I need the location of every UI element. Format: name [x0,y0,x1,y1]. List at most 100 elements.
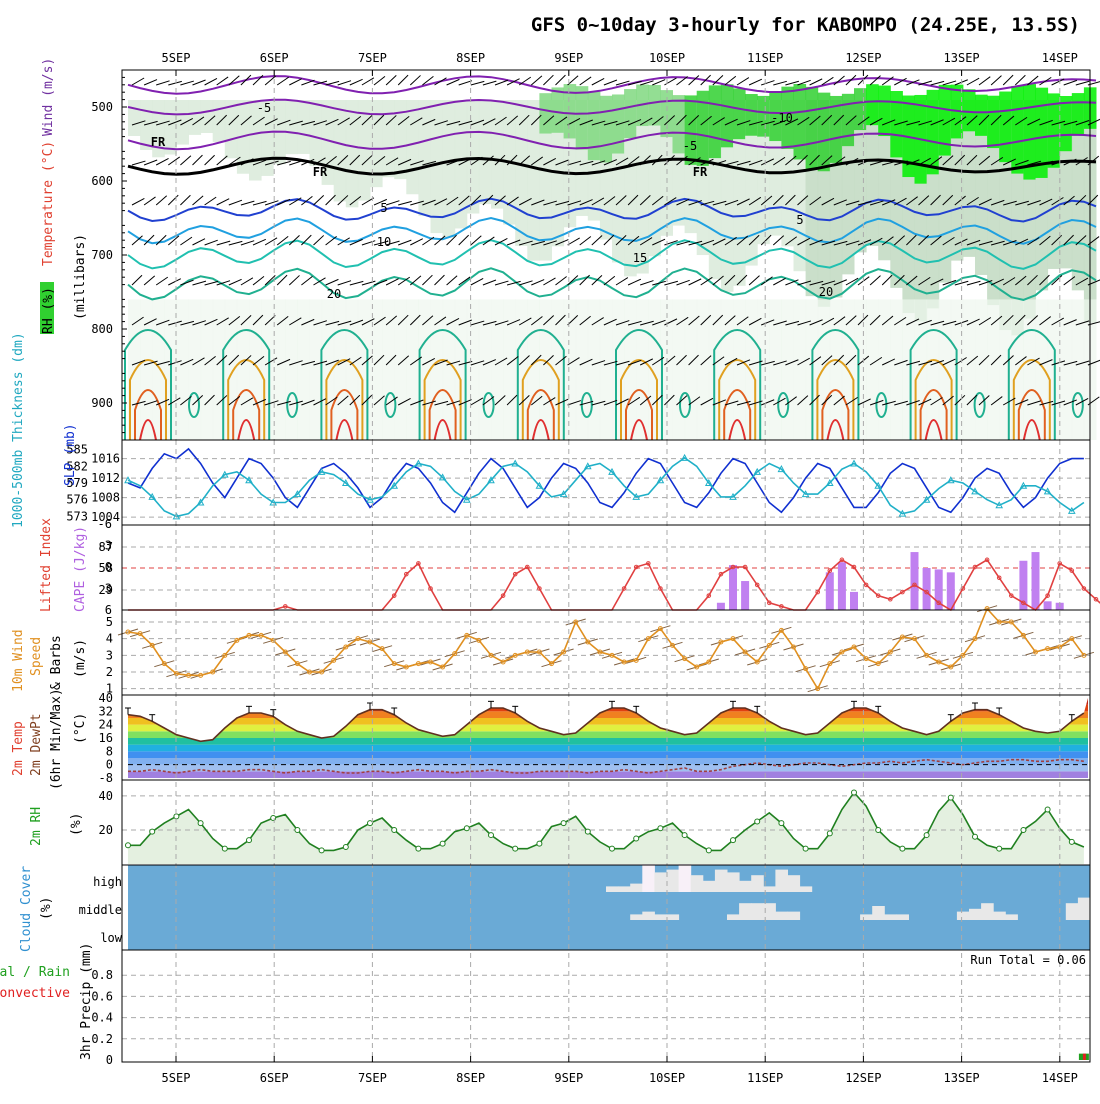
li-point [1021,600,1026,606]
wind-point [1045,646,1051,652]
rh-point [657,825,664,832]
rh-shade-low [357,299,371,440]
wind-barb [398,239,412,246]
warm-contour [423,359,462,440]
wind-point [670,642,675,648]
wind-barb [555,355,567,366]
rh-point [560,820,567,827]
date-label-bottom: 7SEP [358,1071,387,1085]
wind-barb [228,199,243,206]
wind-barb [180,155,192,166]
cape-bar [825,572,834,610]
wind-barb [1027,160,1042,166]
wind-barb [506,115,519,126]
wind-barb [664,77,677,86]
cloud-mid-bar [763,903,776,920]
cloud-high-bar [642,864,655,892]
wind-barb [131,160,146,166]
wind-barb [1039,359,1053,366]
wind-barb [543,158,557,166]
wind-barb [1002,158,1017,166]
temp-color-band [128,771,1088,778]
wind-barb [228,315,241,326]
wind-barb [651,195,664,206]
rh-shade-high [696,90,710,166]
freezing-label: FR [693,165,708,179]
thickness-line-point [487,476,495,484]
rh-shade-low [176,299,189,440]
wind-barb [446,120,461,126]
wind-barb [458,276,471,286]
rh-point [439,840,446,847]
temp-label-c-unit: (°C) [73,713,88,744]
wind-barb [712,314,724,326]
cool-contour [1071,392,1084,418]
upper-label-mb: (millibars) [73,234,88,320]
wind-barb [579,199,593,206]
wind-barb [809,78,823,86]
wind-barb [264,160,279,166]
wind-barb [712,238,726,246]
rh-shade-low [418,299,431,440]
precip-label-c: Convective [0,986,70,1001]
rh-shade [418,100,431,216]
wind-barb [361,394,373,406]
wind-barb [736,235,749,246]
wind-barb [446,78,460,86]
thickness-line-point [874,481,883,489]
thickness-line-point [825,478,834,486]
thickness-line-point [971,487,979,495]
date-label-bottom: 13SEP [944,1071,980,1085]
wind-barb [531,199,545,206]
wind-barb [748,400,763,406]
wind-point [621,659,627,665]
upper-label-wind: Wind (m/s) [41,58,56,136]
wind-barb [639,237,653,246]
wind-point [464,632,470,638]
wind-barb [1063,120,1078,126]
wind-barb [700,276,713,286]
cloud-high-bar [654,872,667,892]
wind-barb [180,80,194,86]
wind-point [161,661,167,667]
rh-shade-low [539,299,552,440]
wind-barb [385,115,397,126]
wind-barb [603,275,616,286]
thickness-line-point [341,478,350,486]
wind-barb [700,314,712,326]
wind-barb [373,354,385,366]
wind-barb [506,319,521,326]
li-point [1045,593,1050,598]
wind-barb [325,118,339,126]
wind-barb [676,155,688,166]
wind-point [476,637,482,643]
wind-barb [627,320,642,326]
wind-barb [131,198,145,206]
cape-bar [729,565,737,610]
rh-point [367,820,373,827]
wind-barb [385,200,400,206]
wind-point [839,649,845,655]
rh-shade-low [926,299,940,440]
li-point [900,589,905,595]
rh-point [754,818,761,825]
contour-label: 20 [819,285,833,299]
wind-barb [361,240,376,246]
rh-shade-high [648,85,661,126]
wind-barb [1075,397,1089,406]
rh-shade-high [757,95,770,137]
wind-barb [458,234,470,246]
wind-barb [168,80,182,86]
rh-area [128,792,1084,864]
wind-barb [361,318,375,326]
wind-barb [252,275,265,286]
contour-label: 15 [633,251,647,265]
thickness-line-point [729,492,737,500]
warm-contour [1007,329,1056,440]
warm-contour [718,359,757,440]
wind-barb [313,320,327,326]
wind-barb [579,274,590,286]
wind-barb [966,196,979,206]
rh-shade-low [200,299,214,440]
li-point [888,596,893,602]
